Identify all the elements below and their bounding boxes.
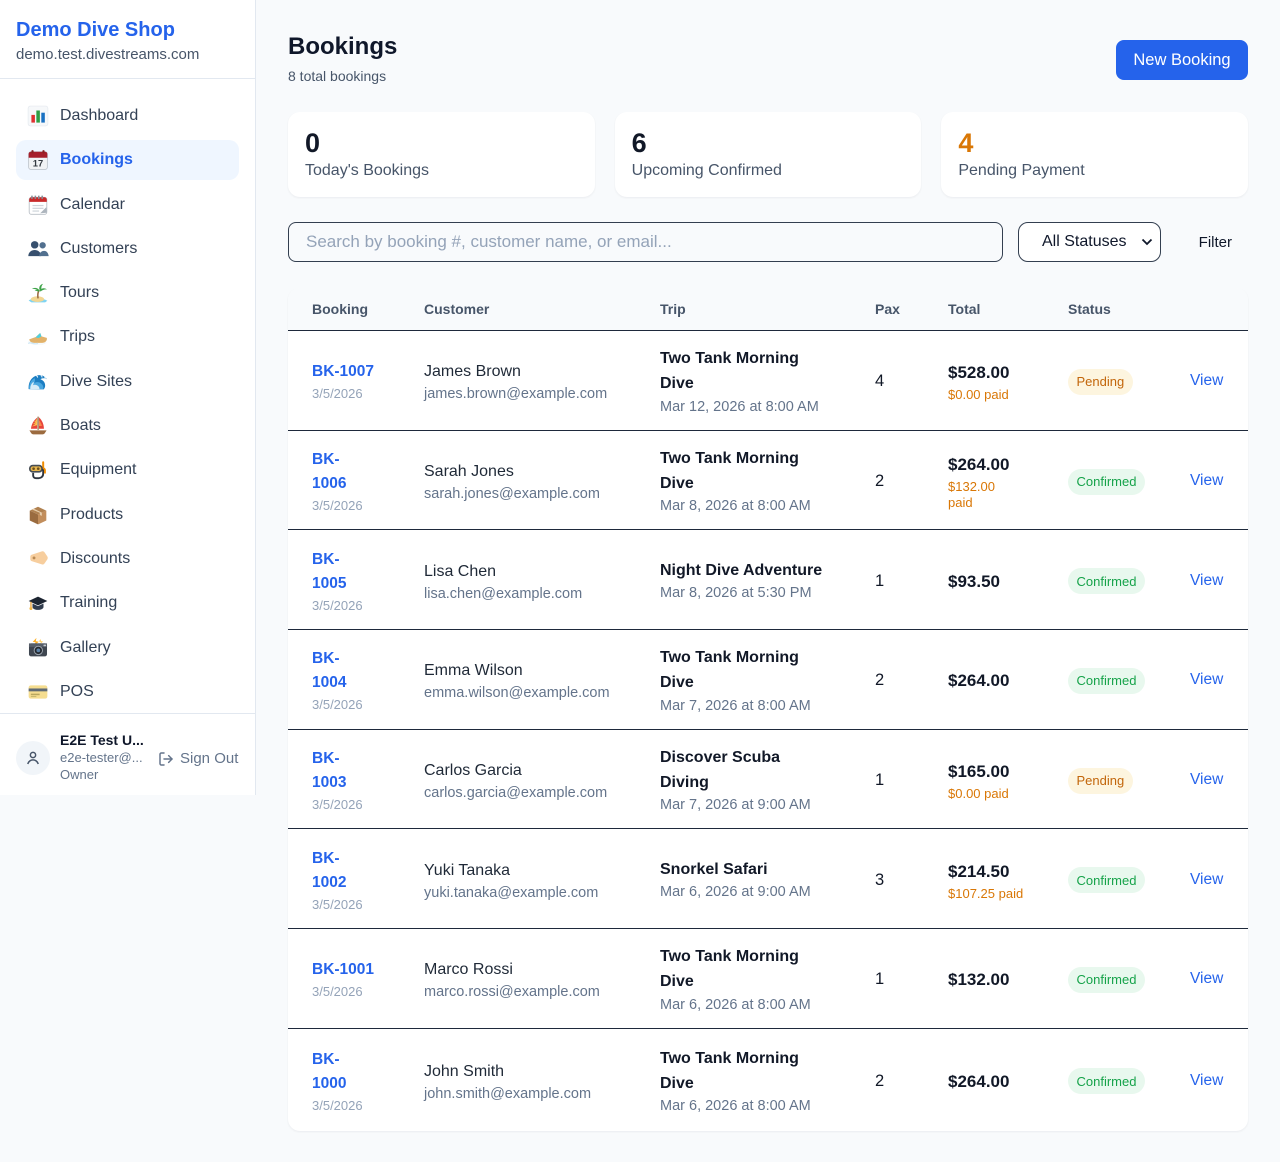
- svg-text:17: 17: [33, 159, 43, 169]
